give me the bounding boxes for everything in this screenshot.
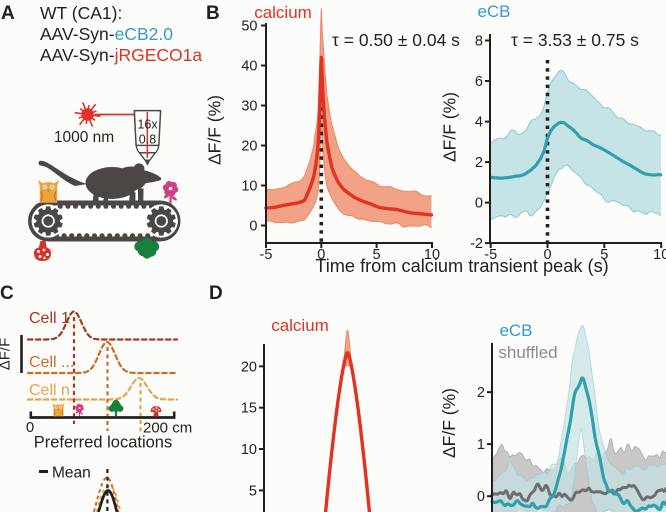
- svg-text:Cell 1: Cell 1: [29, 310, 70, 327]
- svg-text:0: 0: [543, 247, 551, 263]
- svg-text:Time from calcium transient pe: Time from calcium transient peak (s): [315, 256, 608, 276]
- svg-text:calcium: calcium: [254, 3, 312, 22]
- svg-text:5: 5: [249, 483, 257, 499]
- svg-text:40: 40: [241, 59, 257, 75]
- svg-text:B: B: [206, 3, 220, 24]
- svg-text:ΔF/F (%): ΔF/F (%): [440, 92, 460, 162]
- svg-text:10: 10: [241, 179, 257, 195]
- svg-text:10: 10: [241, 442, 257, 458]
- svg-text:0: 0: [249, 219, 257, 235]
- svg-text:eCB: eCB: [499, 321, 532, 340]
- svg-text:AAV-Syn-jRGECO1a: AAV-Syn-jRGECO1a: [40, 45, 202, 65]
- svg-text:τ = 0.50 ± 0.04 s: τ = 0.50 ± 0.04 s: [332, 30, 460, 50]
- svg-text:0: 0: [317, 247, 325, 263]
- svg-text:WT (CA1):: WT (CA1):: [40, 3, 122, 23]
- svg-text:200 cm: 200 cm: [143, 420, 192, 437]
- svg-text:10: 10: [424, 247, 440, 263]
- svg-text:20: 20: [241, 359, 257, 375]
- svg-text:1: 1: [477, 437, 485, 453]
- svg-text:30: 30: [241, 99, 257, 115]
- svg-text:D: D: [209, 283, 223, 304]
- svg-text:4: 4: [475, 115, 483, 131]
- svg-text:ΔF/F (%): ΔF/F (%): [205, 95, 225, 165]
- svg-text:0: 0: [477, 489, 485, 505]
- svg-text:-5: -5: [260, 247, 273, 263]
- svg-text:τ = 3.53 ± 0.75 s: τ = 3.53 ± 0.75 s: [511, 30, 639, 50]
- svg-text:eCB: eCB: [477, 2, 510, 21]
- svg-text:0.8: 0.8: [139, 133, 156, 147]
- svg-text:Cell n: Cell n: [29, 382, 70, 399]
- svg-text:16x: 16x: [137, 118, 158, 132]
- svg-text:0: 0: [475, 196, 483, 212]
- svg-text:5: 5: [600, 247, 608, 263]
- svg-text:5: 5: [373, 247, 381, 263]
- svg-text:10: 10: [653, 247, 666, 263]
- svg-text:-5: -5: [484, 247, 497, 263]
- svg-text:shuffled: shuffled: [498, 343, 557, 362]
- svg-text:Cell ...: Cell ...: [29, 354, 74, 371]
- svg-text:15: 15: [241, 401, 257, 417]
- svg-text:8: 8: [475, 34, 483, 50]
- svg-text:1000 nm: 1000 nm: [54, 129, 114, 146]
- svg-text:0: 0: [26, 419, 34, 436]
- svg-text:Preferred locations: Preferred locations: [34, 434, 173, 452]
- svg-text:Mean: Mean: [52, 465, 91, 482]
- svg-text:6: 6: [475, 74, 483, 90]
- svg-text:50: 50: [241, 19, 257, 35]
- svg-text:20: 20: [241, 139, 257, 155]
- svg-text:C: C: [0, 283, 14, 304]
- svg-text:-2: -2: [470, 236, 483, 252]
- svg-text:AAV-Syn-eCB2.0: AAV-Syn-eCB2.0: [40, 24, 173, 44]
- svg-text:A: A: [1, 3, 15, 24]
- svg-text:ΔF/F (%): ΔF/F (%): [439, 388, 459, 458]
- svg-text:2: 2: [475, 155, 483, 171]
- svg-text:calcium: calcium: [271, 316, 329, 335]
- svg-text:ΔF/F: ΔF/F: [0, 338, 14, 371]
- svg-text:2: 2: [477, 385, 485, 401]
